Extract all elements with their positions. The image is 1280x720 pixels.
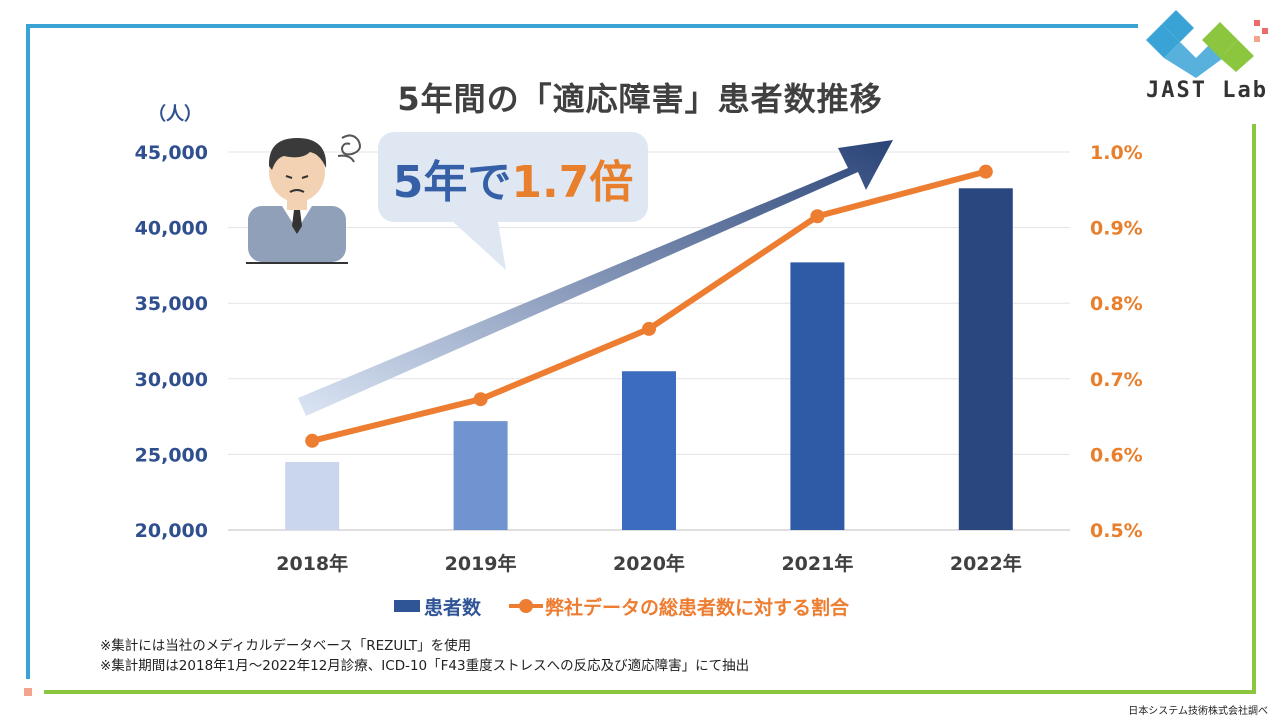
frame-right-border xyxy=(1252,124,1256,694)
trend-arrow-icon xyxy=(298,140,893,416)
y-axis-unit-label: （人） xyxy=(148,104,202,125)
line-share-point xyxy=(305,433,320,448)
callout-prefix: 5年で xyxy=(392,157,512,208)
y2-tick-label: 0.9% xyxy=(1090,218,1143,240)
frame-top-border xyxy=(26,24,1138,28)
worried-person-icon xyxy=(246,134,361,264)
footnote-2: ※集計期間は2018年1月～2022年12月診療、ICD-10「F43重度ストレ… xyxy=(100,658,750,674)
y-tick-label: 30,000 xyxy=(135,369,208,391)
chart-title: 5年間の「適応障害」患者数推移 xyxy=(397,80,883,118)
bar-patients xyxy=(453,421,508,530)
y2-tick-label: 0.8% xyxy=(1090,293,1143,315)
line-share-point xyxy=(810,209,825,224)
y-tick-label: 45,000 xyxy=(135,142,208,164)
callout-highlight: 1.7倍 xyxy=(511,157,634,208)
legend-line-swatch xyxy=(509,599,544,613)
x-tick-label: 2022年 xyxy=(950,552,1022,575)
y2-tick-label: 1.0% xyxy=(1090,142,1143,164)
line-share-point xyxy=(978,164,993,179)
bar-patients xyxy=(622,371,676,530)
y-tick-label: 35,000 xyxy=(135,293,208,315)
y2-tick-label: 0.5% xyxy=(1090,520,1143,542)
legend-line-label: 弊社データの総患者数に対する割合 xyxy=(545,596,850,619)
legend-bar-label: 患者数 xyxy=(424,596,482,619)
bar-patients xyxy=(790,262,845,530)
footnotes: ※集計には当社のメディカルデータベース「REZULT」を使用 ※集計期間は201… xyxy=(100,636,749,676)
y-tick-label: 20,000 xyxy=(135,520,208,542)
frame-corner-dot xyxy=(24,688,32,696)
frame-left-border xyxy=(26,24,30,679)
logo-text: JAST Lab xyxy=(1146,78,1268,103)
x-tick-label: 2020年 xyxy=(613,552,685,575)
callout-tail-icon xyxy=(440,210,506,270)
footnote-1: ※集計には当社のメディカルデータベース「REZULT」を使用 xyxy=(100,638,472,654)
line-share-point xyxy=(473,392,488,407)
callout-text: 5年で1.7倍 xyxy=(378,146,648,210)
jast-lab-logo-icon xyxy=(1146,10,1268,78)
x-tick-label: 2018年 xyxy=(276,552,348,575)
y-tick-label: 40,000 xyxy=(135,218,208,240)
line-share-point xyxy=(642,321,656,336)
frame-bottom-border xyxy=(44,690,1256,694)
bar-patients xyxy=(285,461,340,530)
x-tick-label: 2021年 xyxy=(781,552,853,575)
bar-patients xyxy=(958,188,1013,530)
y-tick-label: 25,000 xyxy=(135,444,208,466)
y2-tick-label: 0.6% xyxy=(1090,444,1143,466)
callout-bubble xyxy=(378,132,648,222)
chart-legend: 患者数 弊社データの総患者数に対する割合 xyxy=(394,594,850,619)
x-tick-label: 2019年 xyxy=(445,552,517,575)
source-credit: 日本システム技術株式会社調べ xyxy=(1128,706,1268,717)
legend-bar-swatch xyxy=(394,600,420,612)
y2-tick-label: 0.7% xyxy=(1090,369,1143,391)
